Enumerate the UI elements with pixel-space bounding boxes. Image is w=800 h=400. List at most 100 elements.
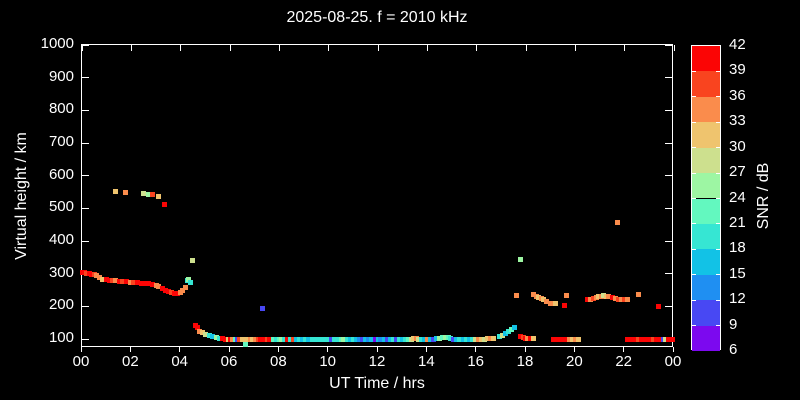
x-tick [328, 45, 330, 51]
y-tick [82, 207, 89, 209]
data-point [624, 297, 630, 303]
data-point [353, 336, 359, 342]
colorbar-tick-label: 18 [729, 239, 746, 257]
data-point [636, 337, 642, 343]
data-point [619, 297, 625, 303]
data-point [614, 219, 620, 225]
colorbar-tick [716, 198, 720, 199]
y-tick [82, 305, 89, 307]
data-point [530, 336, 536, 342]
data-point [460, 336, 466, 342]
data-point [569, 336, 575, 342]
y-tick [665, 273, 672, 275]
data-point [642, 337, 648, 343]
data-point [381, 337, 387, 343]
data-point [203, 331, 209, 337]
data-point [264, 336, 270, 342]
data-point [297, 336, 303, 342]
data-point [609, 295, 615, 301]
data-point [180, 288, 186, 294]
data-point [156, 283, 162, 289]
colorbar-tick [692, 299, 696, 301]
colorbar-segment [692, 96, 720, 123]
data-point [500, 332, 506, 338]
data-point [153, 282, 159, 288]
y-tick [82, 338, 89, 340]
data-point [94, 273, 100, 279]
x-tick [425, 347, 427, 352]
colorbar-tick [716, 299, 720, 301]
data-point [457, 336, 463, 342]
x-tick [81, 45, 83, 51]
colorbar-segment [692, 147, 720, 174]
chart-title: 2025-08-25. f = 2010 kHz [286, 9, 468, 26]
colorbar-tick-label: 39 [729, 61, 746, 79]
data-point [513, 292, 519, 298]
data-point [372, 336, 378, 342]
data-point [168, 290, 174, 296]
data-point [120, 279, 126, 284]
data-point [378, 337, 384, 343]
data-point [612, 295, 618, 301]
data-point [116, 278, 122, 284]
data-point [206, 332, 212, 338]
y-tick [665, 77, 672, 79]
y-tick [665, 305, 672, 307]
x-tick [376, 347, 378, 352]
data-point [375, 336, 381, 342]
data-point [654, 337, 660, 343]
data-point [633, 337, 639, 343]
colorbar-tick [716, 325, 720, 327]
data-point [106, 277, 112, 283]
x-tick-label: 22 [615, 353, 632, 370]
colorbar-segment [692, 173, 720, 199]
data-point [146, 191, 152, 197]
data-point [100, 276, 106, 282]
x-tick-label: 02 [121, 353, 139, 370]
data-point [451, 336, 457, 342]
colorbar-segment [692, 198, 720, 224]
data-point [630, 337, 636, 343]
data-point [138, 280, 144, 286]
data-point [285, 336, 291, 342]
data-point [431, 336, 436, 342]
data-point [186, 277, 192, 283]
data-point [159, 285, 165, 291]
x-tick [426, 45, 428, 51]
x-tick [80, 347, 82, 352]
data-point [294, 336, 300, 342]
colorbar-tick [716, 172, 720, 174]
data-point [267, 336, 273, 342]
colorbar-tick [692, 147, 696, 149]
data-point [122, 190, 128, 196]
data-point [366, 336, 372, 342]
y-tick-label: 500 [48, 198, 74, 216]
y-tick [82, 77, 89, 79]
colorbar-tick [692, 248, 696, 250]
data-point [606, 294, 612, 300]
colorbar-tick-label: 9 [729, 315, 738, 333]
data-point [131, 279, 137, 285]
colorbar-segment [692, 249, 720, 275]
data-point [645, 337, 651, 343]
data-point [141, 191, 147, 197]
data-point [243, 342, 249, 348]
data-point [541, 297, 547, 303]
x-tick [377, 45, 379, 51]
x-tick [573, 347, 575, 352]
data-point [387, 337, 393, 343]
data-point [270, 336, 276, 342]
data-point [146, 280, 152, 286]
y-tick [82, 44, 89, 46]
x-tick [179, 347, 181, 352]
data-point [317, 336, 323, 342]
y-tick [82, 240, 89, 242]
data-point [273, 336, 279, 342]
data-point [161, 201, 167, 207]
data-point [172, 291, 177, 297]
data-point [517, 333, 523, 339]
x-tick [129, 347, 131, 352]
x-tick [277, 347, 279, 352]
data-point [563, 293, 569, 299]
data-point [300, 336, 306, 342]
